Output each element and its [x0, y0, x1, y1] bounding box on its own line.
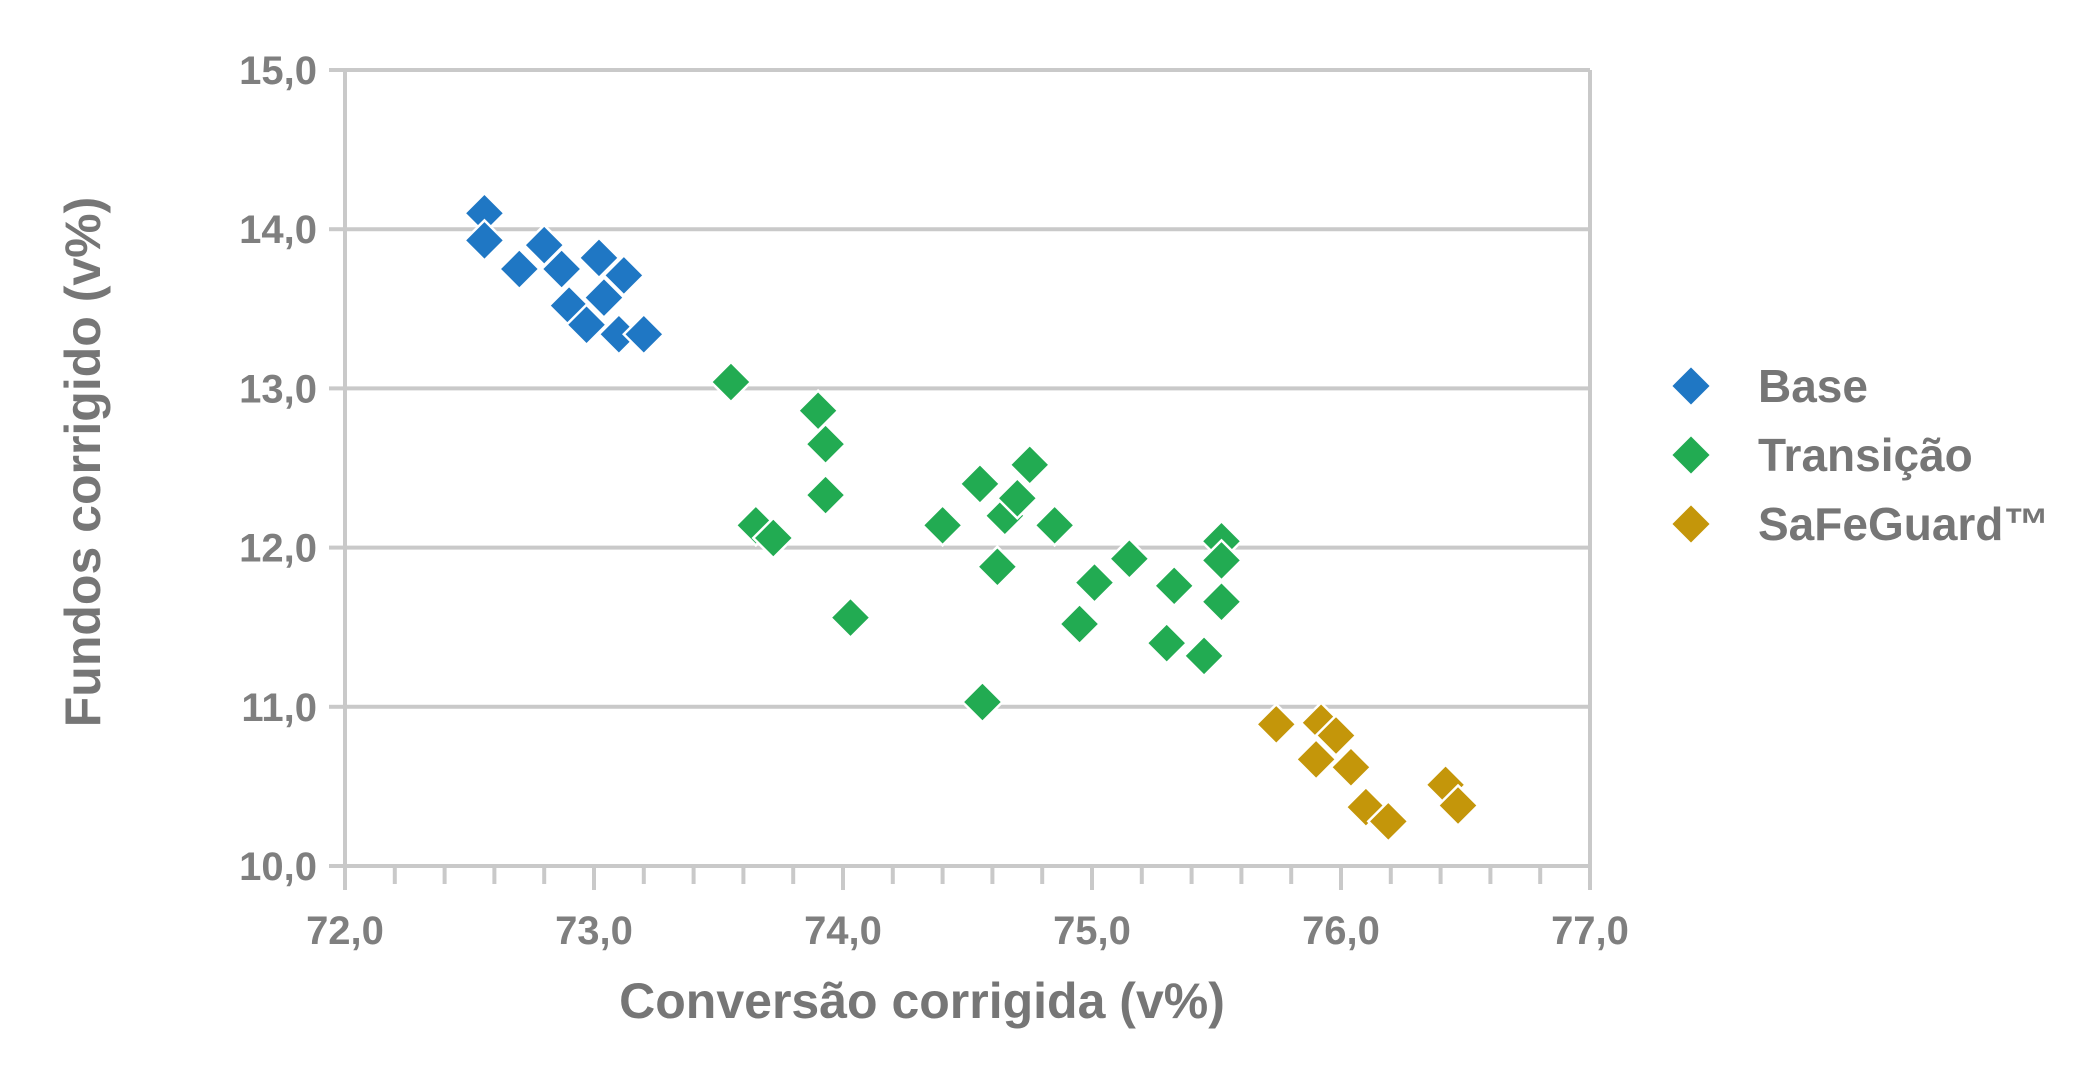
- data-point: [751, 516, 796, 560]
- data-point: [1366, 799, 1411, 844]
- data-point: [539, 247, 584, 291]
- data-point: [803, 422, 848, 466]
- data-point: [1107, 536, 1152, 581]
- x-tick-label: 72,0: [306, 909, 384, 953]
- data-point: [1057, 602, 1102, 646]
- x-axis-title: Conversão corrigida (v%): [619, 973, 1225, 1029]
- y-tick-label: 14,0: [239, 208, 317, 252]
- data-point: [709, 360, 753, 404]
- data-point: [1436, 783, 1480, 828]
- x-tick-label: 75,0: [1053, 909, 1131, 953]
- data-point: [1254, 702, 1299, 747]
- data-point: [564, 302, 609, 347]
- data-point: [1032, 503, 1077, 548]
- data-point: [1314, 713, 1358, 758]
- data-point: [958, 462, 1002, 506]
- data-point: [803, 473, 848, 517]
- axes: [329, 68, 1592, 890]
- y-tick-label: 15,0: [239, 49, 317, 93]
- y-tick-label: 11,0: [241, 686, 317, 730]
- data-point: [1182, 634, 1226, 678]
- data-point: [1007, 443, 1052, 487]
- legend-marker: [1669, 433, 1713, 477]
- gridlines: [345, 68, 1590, 868]
- data-point: [622, 312, 666, 357]
- data-point: [995, 476, 1040, 521]
- legend-label: Transição: [1758, 429, 1973, 481]
- x-tick-label: 73,0: [555, 909, 633, 953]
- legend-marker: [1669, 364, 1713, 408]
- data-point: [960, 680, 1005, 724]
- data-point: [582, 275, 626, 320]
- data-point: [497, 247, 542, 291]
- legend-marker: [1669, 502, 1713, 546]
- y-tick-label: 12,0: [239, 527, 317, 571]
- data-points: [462, 191, 1480, 844]
- data-point: [577, 236, 621, 280]
- y-axis-title: Fundos corrigido (v%): [55, 197, 111, 728]
- legend-label: Base: [1758, 360, 1868, 412]
- data-point: [828, 595, 873, 640]
- data-point: [602, 253, 646, 298]
- tick-labels: 10,0 11,0 12,0 13,0 14,0 15,0 72,0 73,0 74,0 75,0…: [239, 49, 1629, 953]
- data-point: [1152, 564, 1196, 608]
- data-point: [1144, 621, 1189, 665]
- data-point: [920, 503, 965, 548]
- data-point: [796, 388, 840, 433]
- y-tick-label: 10,0: [239, 845, 317, 889]
- data-point: [1072, 560, 1117, 605]
- data-point: [1329, 745, 1373, 790]
- data-point: [462, 218, 507, 263]
- data-point: [975, 544, 1020, 589]
- y-tick-label: 13,0: [239, 367, 317, 411]
- legend-label: SaFeGuard™: [1758, 498, 2049, 550]
- data-point: [1199, 579, 1244, 624]
- x-tick-label: 77,0: [1551, 909, 1629, 953]
- data-point: [1294, 737, 1338, 782]
- x-tick-label: 76,0: [1302, 909, 1380, 953]
- legend: Base Transição SaFeGuard™: [1669, 360, 2049, 550]
- x-tick-label: 74,0: [804, 909, 882, 953]
